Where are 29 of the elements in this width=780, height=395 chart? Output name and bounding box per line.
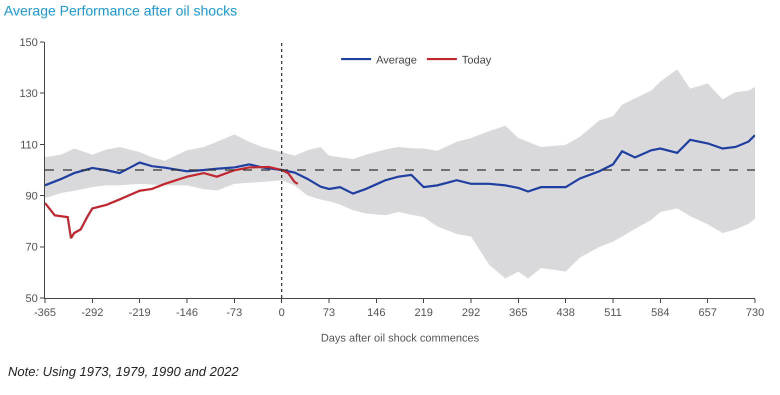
x-tick-label: -365 xyxy=(34,307,56,320)
legend-label: Today xyxy=(462,54,492,66)
chart-title: Average Performance after oil shocks xyxy=(4,2,238,19)
y-tick-label: 150 xyxy=(19,36,38,49)
x-tick-label: 511 xyxy=(604,307,622,320)
x-tick-label: 365 xyxy=(509,307,528,320)
x-tick-label: -73 xyxy=(226,307,242,320)
y-tick-label: 110 xyxy=(20,139,38,152)
text: Note: Using 1973, 1979, 1990 and 2022 xyxy=(8,364,240,379)
x-tick-label: 657 xyxy=(698,307,717,320)
legend-label: Average xyxy=(376,54,417,66)
y-tick-label: 90 xyxy=(26,190,38,202)
x-tick-label: 73 xyxy=(322,307,336,320)
x-tick-label: 219 xyxy=(414,307,433,320)
y-tick-label: 50 xyxy=(26,292,38,305)
x-tick-label: 146 xyxy=(367,307,386,320)
x-tick-label: -219 xyxy=(128,307,151,320)
y-tick-label: 70 xyxy=(26,242,38,254)
x-tick-label: 0 xyxy=(278,307,285,320)
line-series xyxy=(45,134,755,195)
line-series xyxy=(45,166,299,240)
x-tick-label: 438 xyxy=(556,307,575,320)
x-axis-title: Days after oil shock commences xyxy=(320,332,480,344)
x-tick-label: -146 xyxy=(176,307,198,320)
y-tick-label: 130 xyxy=(19,88,38,100)
x-tick-label: -292 xyxy=(81,307,104,320)
x-tick-label: 730 xyxy=(746,307,764,320)
x-tick-label: 292 xyxy=(462,307,480,320)
x-tick-label: 584 xyxy=(651,307,670,320)
